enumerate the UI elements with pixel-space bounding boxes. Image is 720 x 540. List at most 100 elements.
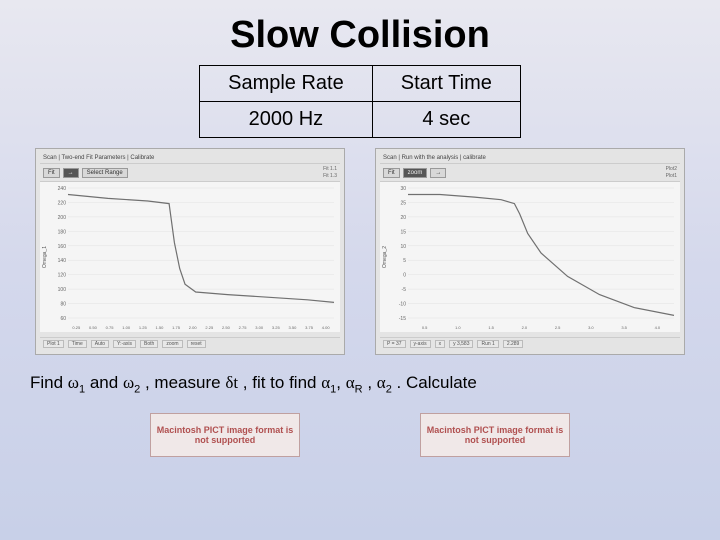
- svg-text:20: 20: [400, 215, 406, 221]
- svg-text:25: 25: [400, 200, 406, 206]
- svg-text:240: 240: [58, 186, 67, 192]
- chart-left-footer: Plot 1 Time Auto Y:-axis Both zoom reset: [40, 337, 340, 350]
- footer-item: Y:-axis: [113, 340, 136, 348]
- value-start-time: 4 sec: [372, 102, 520, 138]
- svg-text:3.50: 3.50: [289, 325, 298, 330]
- subscript: R: [355, 383, 363, 395]
- footer-item: 2.289: [503, 340, 524, 348]
- svg-text:1.25: 1.25: [139, 325, 148, 330]
- plot-label-1: Plot1: [666, 173, 677, 179]
- footer-item: zoom: [162, 340, 182, 348]
- svg-text:2.25: 2.25: [205, 325, 214, 330]
- svg-text:200: 200: [58, 215, 67, 221]
- fit-label-1: Fit 1.1: [323, 166, 337, 172]
- svg-text:0.75: 0.75: [106, 325, 115, 330]
- svg-text:3.00: 3.00: [255, 325, 264, 330]
- chart-right-tabs: Scan | Run with the analysis | calibrate: [380, 153, 680, 164]
- text: . Calculate: [392, 373, 477, 392]
- omega-symbol: ω: [68, 373, 79, 392]
- svg-text:-5: -5: [402, 287, 407, 293]
- text: ,: [336, 373, 345, 392]
- chart-right-footer: P = 37 y-axis x y 3,583 Run 1 2.289: [380, 337, 680, 350]
- svg-text:10: 10: [400, 244, 406, 250]
- svg-text:140: 140: [58, 258, 67, 264]
- svg-text:-10: -10: [399, 302, 406, 308]
- svg-text:1.00: 1.00: [122, 325, 131, 330]
- footer-item: reset: [187, 340, 206, 348]
- chart-right-plot: 302520151050-5-10-15 Omega_2 0.51.01.52.…: [380, 182, 680, 332]
- svg-text:0: 0: [403, 273, 406, 279]
- arrow-button[interactable]: →: [430, 168, 446, 178]
- svg-text:2.00: 2.00: [189, 325, 198, 330]
- svg-text:2.50: 2.50: [222, 325, 231, 330]
- fit-button[interactable]: Fit: [383, 168, 400, 178]
- footer-item: y-axis: [410, 340, 431, 348]
- svg-text:Omega_1: Omega_1: [42, 246, 48, 268]
- plot-label-2: Plot2: [666, 166, 677, 172]
- tabs-label: Scan | Run with the analysis | calibrate: [383, 155, 486, 161]
- toolbar-right-labels: Fit 1.1 Fit 1.3: [323, 166, 337, 179]
- header-sample-rate: Sample Rate: [200, 66, 373, 102]
- footer-item: x: [435, 340, 446, 348]
- alpha-symbol: α: [377, 373, 386, 392]
- chart-right-toolbar: Fit zoom → Plot2 Plot1: [380, 164, 680, 182]
- svg-text:1.50: 1.50: [156, 325, 165, 330]
- chart-left-plot: 2402202001801601401201008060 Omega_1 0.2…: [40, 182, 340, 332]
- footer-item: Plot 1: [43, 340, 64, 348]
- page-title: Slow Collision: [0, 0, 720, 57]
- svg-text:2.0: 2.0: [522, 325, 528, 330]
- svg-text:3.75: 3.75: [305, 325, 314, 330]
- select-range-button[interactable]: Select Range: [82, 168, 128, 178]
- footer-item: y 3,583: [449, 340, 473, 348]
- toolbar-right-labels: Plot2 Plot1: [666, 166, 677, 179]
- svg-text:0.25: 0.25: [72, 325, 81, 330]
- table-row: Sample Rate Start Time: [200, 66, 521, 102]
- parameter-table: Sample Rate Start Time 2000 Hz 4 sec: [199, 65, 521, 138]
- svg-text:1.75: 1.75: [172, 325, 181, 330]
- footer-item: Time: [68, 340, 87, 348]
- fit-label-2: Fit 1.3: [323, 173, 337, 179]
- svg-text:30: 30: [400, 186, 406, 192]
- fit-button[interactable]: Fit: [43, 168, 60, 178]
- svg-text:3.0: 3.0: [588, 325, 594, 330]
- omega-symbol: ω: [123, 373, 134, 392]
- alpha-symbol: α: [321, 373, 330, 392]
- svg-text:120: 120: [58, 273, 67, 279]
- svg-text:1.5: 1.5: [488, 325, 494, 330]
- svg-text:3.25: 3.25: [272, 325, 281, 330]
- arrow-button[interactable]: →: [63, 168, 79, 178]
- chart-left: Scan | Two-end Fit Parameters | Calibrat…: [35, 148, 345, 355]
- instruction-text: Find ω1 and ω2 , measure δt , fit to fin…: [0, 355, 720, 395]
- svg-text:80: 80: [60, 302, 66, 308]
- svg-text:4.0: 4.0: [655, 325, 661, 330]
- svg-text:1.0: 1.0: [455, 325, 461, 330]
- text: , measure: [140, 373, 225, 392]
- svg-text:2.75: 2.75: [239, 325, 248, 330]
- pict-placeholder: Macintosh PICT image format is not suppo…: [420, 413, 570, 457]
- tabs-label: Scan | Two-end Fit Parameters | Calibrat…: [43, 155, 154, 161]
- table-row: 2000 Hz 4 sec: [200, 102, 521, 138]
- zoom-button[interactable]: zoom: [403, 168, 428, 178]
- svg-text:220: 220: [58, 200, 67, 206]
- svg-text:Omega_2: Omega_2: [382, 246, 388, 268]
- footer-item: P = 37: [383, 340, 406, 348]
- svg-text:5: 5: [403, 258, 406, 264]
- svg-text:3.5: 3.5: [621, 325, 627, 330]
- svg-text:15: 15: [400, 229, 406, 235]
- svg-text:160: 160: [58, 244, 67, 250]
- chart-left-tabs: Scan | Two-end Fit Parameters | Calibrat…: [40, 153, 340, 164]
- svg-text:0.50: 0.50: [89, 325, 98, 330]
- pict-placeholder-row: Macintosh PICT image format is not suppo…: [0, 413, 720, 457]
- value-sample-rate: 2000 Hz: [200, 102, 373, 138]
- charts-container: Scan | Two-end Fit Parameters | Calibrat…: [0, 148, 720, 355]
- text: ,: [363, 373, 377, 392]
- footer-item: Run 1: [477, 340, 498, 348]
- chart-left-toolbar: Fit → Select Range Fit 1.1 Fit 1.3: [40, 164, 340, 182]
- alpha-symbol: α: [346, 373, 355, 392]
- svg-text:4.00: 4.00: [322, 325, 331, 330]
- header-start-time: Start Time: [372, 66, 520, 102]
- svg-text:180: 180: [58, 229, 67, 235]
- footer-item: Auto: [91, 340, 109, 348]
- pict-placeholder: Macintosh PICT image format is not suppo…: [150, 413, 300, 457]
- svg-text:2.5: 2.5: [555, 325, 561, 330]
